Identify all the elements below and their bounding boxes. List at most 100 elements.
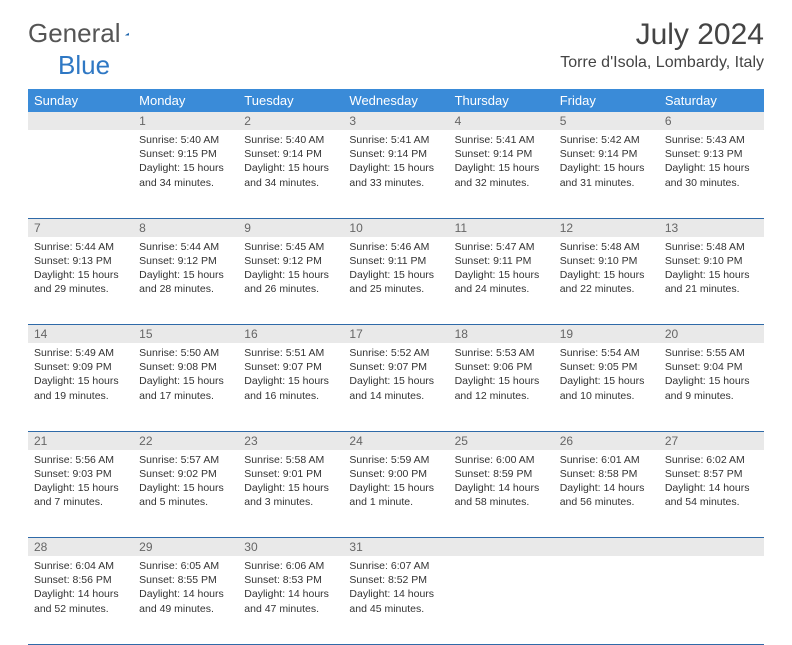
day-number-row: 123456 [28, 112, 764, 130]
day-details: Sunrise: 5:48 AMSunset: 9:10 PMDaylight:… [659, 237, 764, 303]
day-body-cell: Sunrise: 5:44 AMSunset: 9:12 PMDaylight:… [133, 237, 238, 325]
weekday-header-row: SundayMondayTuesdayWednesdayThursdayFrid… [28, 89, 764, 112]
day-details: Sunrise: 5:48 AMSunset: 9:10 PMDaylight:… [554, 237, 659, 303]
day-body-cell: Sunrise: 5:45 AMSunset: 9:12 PMDaylight:… [238, 237, 343, 325]
day-details: Sunrise: 5:44 AMSunset: 9:12 PMDaylight:… [133, 237, 238, 303]
day-body-cell [28, 130, 133, 218]
day-number-cell: 30 [238, 538, 343, 557]
day-body-cell: Sunrise: 6:01 AMSunset: 8:58 PMDaylight:… [554, 450, 659, 538]
day-body-cell: Sunrise: 6:05 AMSunset: 8:55 PMDaylight:… [133, 556, 238, 644]
day-body-cell: Sunrise: 5:46 AMSunset: 9:11 PMDaylight:… [343, 237, 448, 325]
day-body-cell: Sunrise: 5:48 AMSunset: 9:10 PMDaylight:… [554, 237, 659, 325]
day-body-row: Sunrise: 5:40 AMSunset: 9:15 PMDaylight:… [28, 130, 764, 218]
day-body-cell: Sunrise: 5:54 AMSunset: 9:05 PMDaylight:… [554, 343, 659, 431]
weekday-header: Friday [554, 89, 659, 112]
day-number-cell: 5 [554, 112, 659, 130]
day-details: Sunrise: 5:42 AMSunset: 9:14 PMDaylight:… [554, 130, 659, 196]
day-number-cell: 20 [659, 325, 764, 344]
day-number-cell [554, 538, 659, 557]
day-number-cell: 31 [343, 538, 448, 557]
day-details: Sunrise: 5:44 AMSunset: 9:13 PMDaylight:… [28, 237, 133, 303]
day-body-cell: Sunrise: 5:50 AMSunset: 9:08 PMDaylight:… [133, 343, 238, 431]
day-details: Sunrise: 5:46 AMSunset: 9:11 PMDaylight:… [343, 237, 448, 303]
day-body-cell: Sunrise: 5:59 AMSunset: 9:00 PMDaylight:… [343, 450, 448, 538]
day-details: Sunrise: 5:41 AMSunset: 9:14 PMDaylight:… [343, 130, 448, 196]
day-number-cell: 8 [133, 218, 238, 237]
day-number-cell: 22 [133, 431, 238, 450]
day-body-cell: Sunrise: 5:53 AMSunset: 9:06 PMDaylight:… [449, 343, 554, 431]
day-details: Sunrise: 6:00 AMSunset: 8:59 PMDaylight:… [449, 450, 554, 516]
day-number-row: 28293031 [28, 538, 764, 557]
day-body-cell: Sunrise: 5:58 AMSunset: 9:01 PMDaylight:… [238, 450, 343, 538]
day-body-cell: Sunrise: 5:40 AMSunset: 9:14 PMDaylight:… [238, 130, 343, 218]
day-body-cell: Sunrise: 5:49 AMSunset: 9:09 PMDaylight:… [28, 343, 133, 431]
day-body-cell [659, 556, 764, 644]
day-number-cell: 15 [133, 325, 238, 344]
day-details: Sunrise: 5:58 AMSunset: 9:01 PMDaylight:… [238, 450, 343, 516]
day-number-row: 14151617181920 [28, 325, 764, 344]
day-number-cell: 12 [554, 218, 659, 237]
day-number-cell [28, 112, 133, 130]
day-body-cell [554, 556, 659, 644]
calendar-table: SundayMondayTuesdayWednesdayThursdayFrid… [28, 89, 764, 645]
day-number-cell: 3 [343, 112, 448, 130]
day-number-cell: 24 [343, 431, 448, 450]
day-body-row: Sunrise: 5:44 AMSunset: 9:13 PMDaylight:… [28, 237, 764, 325]
day-number-row: 21222324252627 [28, 431, 764, 450]
day-details: Sunrise: 5:49 AMSunset: 9:09 PMDaylight:… [28, 343, 133, 409]
day-number-cell: 27 [659, 431, 764, 450]
weekday-header: Sunday [28, 89, 133, 112]
logo-text-general: General [28, 18, 121, 49]
day-number-cell [659, 538, 764, 557]
day-body-row: Sunrise: 5:49 AMSunset: 9:09 PMDaylight:… [28, 343, 764, 431]
day-body-cell: Sunrise: 6:04 AMSunset: 8:56 PMDaylight:… [28, 556, 133, 644]
day-number-cell: 18 [449, 325, 554, 344]
day-number-cell: 4 [449, 112, 554, 130]
day-details: Sunrise: 5:52 AMSunset: 9:07 PMDaylight:… [343, 343, 448, 409]
day-number-cell: 17 [343, 325, 448, 344]
day-body-cell: Sunrise: 5:52 AMSunset: 9:07 PMDaylight:… [343, 343, 448, 431]
month-title: July 2024 [560, 18, 764, 52]
title-block: July 2024 Torre d'Isola, Lombardy, Italy [560, 18, 764, 72]
weekday-header: Monday [133, 89, 238, 112]
day-number-row: 78910111213 [28, 218, 764, 237]
day-details: Sunrise: 6:01 AMSunset: 8:58 PMDaylight:… [554, 450, 659, 516]
day-body-row: Sunrise: 5:56 AMSunset: 9:03 PMDaylight:… [28, 450, 764, 538]
location: Torre d'Isola, Lombardy, Italy [560, 54, 764, 72]
day-body-cell: Sunrise: 5:42 AMSunset: 9:14 PMDaylight:… [554, 130, 659, 218]
day-number-cell: 9 [238, 218, 343, 237]
day-body-cell: Sunrise: 5:56 AMSunset: 9:03 PMDaylight:… [28, 450, 133, 538]
logo-text-blue: Blue [58, 50, 110, 81]
day-body-cell: Sunrise: 5:44 AMSunset: 9:13 PMDaylight:… [28, 237, 133, 325]
day-number-cell: 10 [343, 218, 448, 237]
day-body-cell: Sunrise: 5:57 AMSunset: 9:02 PMDaylight:… [133, 450, 238, 538]
day-body-cell: Sunrise: 6:02 AMSunset: 8:57 PMDaylight:… [659, 450, 764, 538]
day-body-row: Sunrise: 6:04 AMSunset: 8:56 PMDaylight:… [28, 556, 764, 644]
logo: General [28, 18, 151, 49]
day-body-cell: Sunrise: 6:00 AMSunset: 8:59 PMDaylight:… [449, 450, 554, 538]
day-body-cell: Sunrise: 5:43 AMSunset: 9:13 PMDaylight:… [659, 130, 764, 218]
day-body-cell: Sunrise: 5:40 AMSunset: 9:15 PMDaylight:… [133, 130, 238, 218]
day-number-cell: 11 [449, 218, 554, 237]
day-details: Sunrise: 5:53 AMSunset: 9:06 PMDaylight:… [449, 343, 554, 409]
day-details: Sunrise: 5:45 AMSunset: 9:12 PMDaylight:… [238, 237, 343, 303]
day-body-cell [449, 556, 554, 644]
day-details: Sunrise: 5:41 AMSunset: 9:14 PMDaylight:… [449, 130, 554, 196]
day-body-cell: Sunrise: 5:51 AMSunset: 9:07 PMDaylight:… [238, 343, 343, 431]
day-details: Sunrise: 5:56 AMSunset: 9:03 PMDaylight:… [28, 450, 133, 516]
day-body-cell: Sunrise: 5:47 AMSunset: 9:11 PMDaylight:… [449, 237, 554, 325]
day-body-cell: Sunrise: 6:07 AMSunset: 8:52 PMDaylight:… [343, 556, 448, 644]
day-number-cell: 13 [659, 218, 764, 237]
day-body-cell: Sunrise: 5:41 AMSunset: 9:14 PMDaylight:… [449, 130, 554, 218]
day-number-cell: 25 [449, 431, 554, 450]
day-number-cell: 6 [659, 112, 764, 130]
day-body-cell: Sunrise: 6:06 AMSunset: 8:53 PMDaylight:… [238, 556, 343, 644]
weekday-header: Tuesday [238, 89, 343, 112]
day-details: Sunrise: 6:02 AMSunset: 8:57 PMDaylight:… [659, 450, 764, 516]
day-number-cell: 26 [554, 431, 659, 450]
logo-triangle-icon [125, 24, 130, 44]
day-body-cell: Sunrise: 5:48 AMSunset: 9:10 PMDaylight:… [659, 237, 764, 325]
weekday-header: Thursday [449, 89, 554, 112]
day-number-cell: 2 [238, 112, 343, 130]
day-number-cell: 16 [238, 325, 343, 344]
